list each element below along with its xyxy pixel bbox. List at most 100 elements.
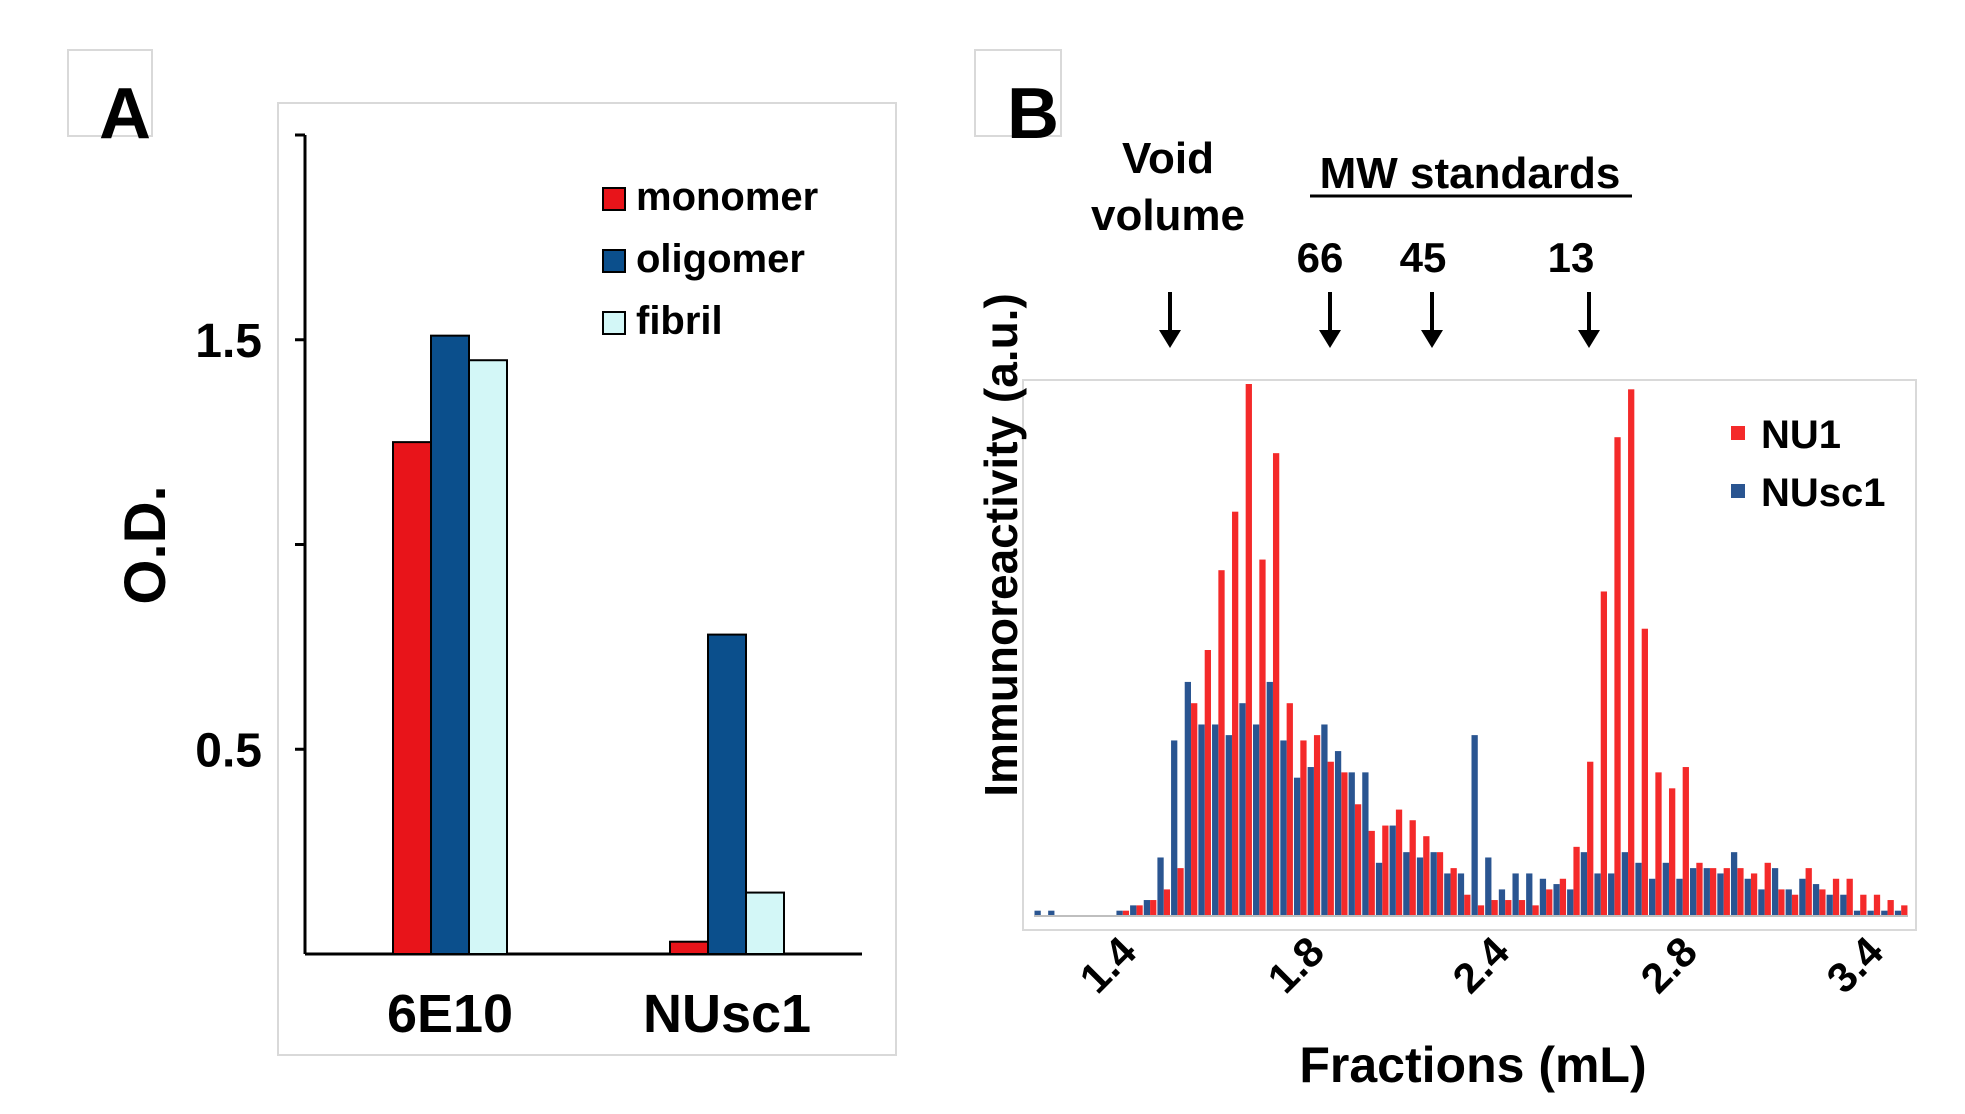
b-bar-nusc1 — [1717, 873, 1724, 916]
b-bar-nu1 — [1163, 889, 1171, 916]
b-bar-nusc1 — [1116, 910, 1123, 916]
b-bar-nusc1 — [1553, 884, 1560, 916]
a-legend-swatch-fibril — [602, 311, 626, 335]
b-bar-nu1 — [1505, 900, 1512, 916]
chart-b: 1.4 1.8 2.4 2.8 3.4 NU1 NUsc1 — [1034, 384, 1908, 1002]
b-bar-nu1 — [1860, 894, 1867, 916]
b-bar-nusc1 — [1635, 862, 1642, 916]
void-arrow — [1159, 292, 1181, 348]
panel-b-plot-frame — [1022, 379, 1917, 931]
a-bar-oligomer — [430, 334, 470, 955]
b-bar-nusc1 — [1198, 724, 1205, 916]
b-bar-nu1 — [1232, 511, 1239, 916]
b-bar-nu1 — [1832, 878, 1840, 916]
b-bar-nusc1 — [1444, 873, 1451, 916]
b-bar-nu1 — [1259, 559, 1266, 916]
b-bar-nu1 — [1341, 772, 1348, 916]
b-x-tick-label: 1.4 — [1070, 927, 1145, 1002]
void-volume-label-line2: volume — [1091, 191, 1245, 240]
b-bar-nu1 — [1436, 852, 1444, 916]
b-bar-nu1 — [1764, 862, 1771, 916]
a-category-label: NUsc1 — [643, 984, 811, 1044]
b-bar-nusc1 — [1826, 894, 1833, 916]
b-bar-nu1 — [1546, 889, 1553, 916]
b-bar-nusc1 — [1157, 857, 1164, 916]
b-bar-nusc1 — [1498, 889, 1506, 916]
b-bar-nu1 — [1191, 703, 1198, 916]
b-bar-nu1 — [1423, 836, 1430, 916]
b-bar-nu1 — [1819, 889, 1826, 916]
a-bar-monomer — [392, 441, 432, 955]
b-x-tick-label: 2.8 — [1631, 927, 1706, 1002]
a-legend-label-fibril: fibril — [636, 299, 723, 343]
b-bar-nu1 — [1286, 703, 1293, 916]
b-bar-nu1 — [1477, 905, 1485, 916]
a-legend-swatch-oligomer — [602, 249, 626, 273]
b-bar-nu1 — [1313, 735, 1321, 916]
b-bar-nusc1 — [1471, 735, 1478, 916]
b-bar-nusc1 — [1758, 889, 1765, 916]
b-bar-nu1 — [1395, 809, 1403, 916]
b-bar-nusc1 — [1594, 873, 1601, 916]
panel-a-label-box — [67, 49, 153, 137]
b-bar-nusc1 — [1416, 857, 1424, 916]
b-bar-nusc1 — [1894, 910, 1902, 916]
b-bar-nusc1 — [1457, 873, 1465, 916]
b-bar-nu1 — [1272, 453, 1280, 916]
b-bar-nu1 — [1641, 628, 1648, 916]
b-bar-nusc1 — [1430, 852, 1437, 916]
b-bar-nusc1 — [1375, 862, 1383, 916]
b-legend-label-nu1: NU1 — [1761, 413, 1841, 457]
b-bar-nu1 — [1709, 868, 1717, 916]
b-bar-nu1 — [1368, 830, 1375, 916]
b-bar-nusc1 — [1785, 889, 1792, 916]
b-bar-nu1 — [1450, 868, 1457, 916]
b-x-tick-label: 3.4 — [1817, 927, 1892, 1002]
b-bar-nu1 — [1901, 905, 1908, 916]
b-bar-nusc1 — [1389, 825, 1396, 916]
b-bar-nusc1 — [1171, 740, 1178, 916]
b-bar-nusc1 — [1485, 857, 1492, 916]
b-bar-nu1 — [1655, 772, 1662, 916]
arrow-66 — [1319, 292, 1341, 348]
b-bar-nusc1 — [1280, 740, 1287, 916]
b-bar-nu1 — [1614, 437, 1621, 916]
b-bar-nusc1 — [1690, 868, 1697, 916]
b-x-tick-label: 1.8 — [1258, 927, 1333, 1002]
b-bar-nusc1 — [1676, 878, 1683, 916]
b-bar-nusc1 — [1580, 852, 1588, 916]
b-bar-nu1 — [1600, 591, 1608, 916]
b-bar-nusc1 — [1048, 910, 1055, 916]
b-bar-nusc1 — [1403, 852, 1410, 916]
b-bar-nu1 — [1696, 862, 1703, 916]
b-bar-nu1 — [1150, 900, 1157, 916]
b-bar-nusc1 — [1143, 900, 1151, 916]
a-legend-swatch-monomer — [602, 187, 626, 211]
void-volume-label-line1: Void — [1122, 134, 1214, 183]
arrow-13 — [1578, 292, 1600, 348]
chart-a: 0.5 1.5 O.D. 6E10 NUsc1 monomer oligomer fibril — [113, 133, 862, 1044]
b-bar-nu1 — [1204, 650, 1211, 916]
marker-label-13: 13 — [1548, 234, 1595, 281]
panel-a-label: A — [99, 74, 151, 154]
b-bar-nusc1 — [1881, 910, 1888, 916]
b-bar-nusc1 — [1662, 862, 1669, 916]
panel-b-label-box — [974, 49, 1062, 137]
b-bar-nusc1 — [1799, 878, 1806, 916]
b-bar-nu1 — [1873, 894, 1881, 916]
b-legend-label-nusc1: NUsc1 — [1761, 471, 1886, 515]
b-bar-nu1 — [1464, 894, 1471, 916]
b-bar-nu1 — [1682, 767, 1689, 916]
b-bar-nusc1 — [1348, 772, 1355, 916]
b-bar-nu1 — [1177, 868, 1184, 916]
b-bar-nu1 — [1122, 910, 1130, 916]
b-bar-nusc1 — [1812, 884, 1820, 916]
b-bar-nusc1 — [1771, 868, 1779, 916]
b-bar-nu1 — [1532, 905, 1539, 916]
b-bar-nusc1 — [1526, 873, 1533, 916]
marker-label-45: 45 — [1400, 234, 1447, 281]
b-bar-nusc1 — [1321, 724, 1328, 916]
b-bar-nu1 — [1723, 868, 1730, 916]
b-bar-nusc1 — [1362, 772, 1369, 916]
